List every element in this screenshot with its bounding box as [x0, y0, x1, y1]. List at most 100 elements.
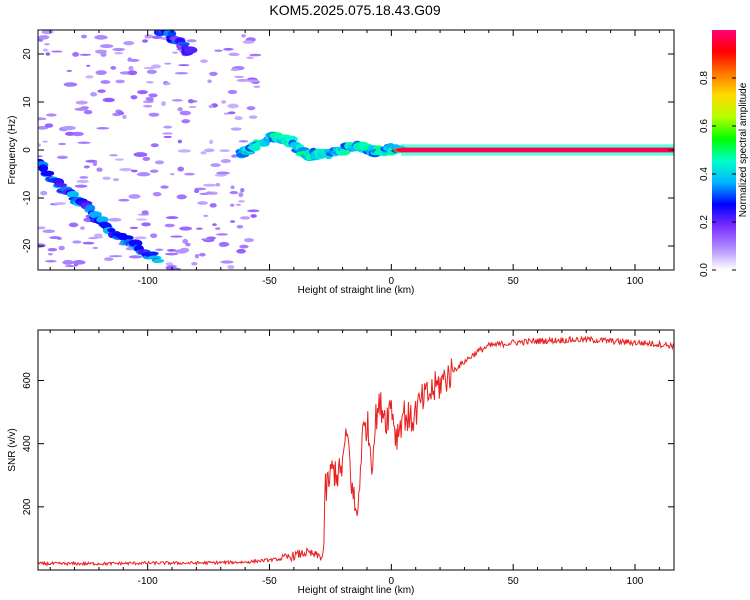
- snr-x-tick-label: -50: [262, 576, 277, 587]
- speckle-mark: [238, 140, 249, 143]
- speckle-mark: [236, 78, 250, 82]
- speckle-mark: [74, 184, 88, 188]
- speckle-mark: [75, 100, 88, 105]
- speckle-mark: [219, 149, 231, 153]
- speckle-mark: [38, 117, 47, 121]
- speckle-mark: [44, 260, 57, 263]
- speckle-mark: [214, 227, 221, 231]
- speckle-mark: [212, 223, 217, 226]
- speckle-mark: [248, 115, 258, 119]
- snr-y-tick-label: 200: [22, 498, 33, 515]
- speckle-mark: [137, 90, 148, 95]
- speckle-mark: [144, 34, 153, 39]
- speckle-mark: [136, 172, 151, 177]
- ridge-mark: [152, 258, 165, 263]
- speckle-mark: [42, 140, 48, 143]
- spectrogram-y-tick-label: -10: [22, 190, 33, 205]
- speckle-mark: [200, 238, 212, 241]
- speckle-mark: [164, 62, 172, 65]
- speckle-mark: [83, 165, 90, 169]
- speckle-mark: [188, 105, 197, 109]
- speckle-mark: [220, 260, 234, 264]
- speckle-mark: [58, 245, 65, 251]
- speckle-mark: [234, 75, 245, 78]
- speckle-mark: [100, 80, 111, 84]
- speckle-mark: [238, 192, 244, 198]
- spectrogram-x-tick-label: -100: [138, 276, 158, 287]
- speckle-mark: [142, 104, 153, 108]
- speckle-mark: [80, 226, 85, 230]
- speckle-mark: [146, 80, 154, 84]
- speckle-mark: [165, 262, 174, 266]
- snr-x-tick-label: 0: [389, 576, 395, 587]
- speckle-mark: [200, 59, 208, 63]
- speckle-mark: [250, 214, 257, 218]
- speckle-mark: [109, 154, 119, 157]
- speckle-mark: [81, 34, 87, 39]
- speckle-mark: [229, 203, 235, 207]
- speckle-mark: [114, 158, 124, 161]
- speckle-mark: [108, 217, 122, 222]
- ridge-mark: [107, 228, 116, 233]
- speckle-mark: [227, 89, 238, 95]
- speckle-mark: [215, 233, 229, 236]
- speckle-mark: [112, 47, 126, 52]
- colorbar-tick-label: 0.4: [699, 167, 710, 181]
- speckle-mark: [236, 203, 241, 206]
- spectrogram-y-axis-label: Frequency (Hz): [7, 116, 18, 185]
- speckle-mark: [42, 229, 55, 234]
- ridge-mark: [96, 216, 109, 224]
- speckle-mark: [96, 127, 110, 130]
- speckle-mark: [247, 79, 260, 83]
- ridge-mark: [340, 149, 351, 155]
- snr-y-axis-label: SNR (v/v): [7, 428, 18, 471]
- ridge-mark: [85, 204, 96, 212]
- speckle-mark: [148, 112, 160, 117]
- speckle-mark: [186, 39, 197, 43]
- speckle-mark: [128, 255, 143, 259]
- speckle-mark: [240, 188, 245, 193]
- speckle-mark: [236, 225, 244, 229]
- speckle-mark: [142, 39, 149, 43]
- speckle-mark: [52, 202, 67, 205]
- speckle-mark: [118, 111, 125, 116]
- speckle-mark: [150, 169, 159, 173]
- speckle-mark: [234, 116, 243, 121]
- speckle-mark: [118, 198, 130, 202]
- speckle-mark: [79, 176, 89, 179]
- speckle-mark: [194, 254, 200, 259]
- speckle-mark: [104, 257, 114, 262]
- ridge-mark: [183, 46, 198, 54]
- ridge-mark: [38, 164, 49, 173]
- speckle-mark: [164, 223, 175, 228]
- speckle-mark: [123, 40, 135, 46]
- spectrogram-x-axis-label: Height of straight line (km): [298, 285, 415, 296]
- speckle-mark: [152, 191, 162, 197]
- speckle-mark: [177, 139, 183, 144]
- speckle-mark: [40, 190, 48, 196]
- speckle-mark: [66, 69, 73, 72]
- colorbar-tick-label: 0.0: [699, 263, 710, 277]
- speckle-mark: [200, 151, 207, 155]
- speckle-mark: [38, 143, 42, 147]
- speckle-mark: [97, 89, 106, 93]
- colorbar: 0.0 0.2 0.4 0.6 0.8 Normalized spectral ampl…: [699, 30, 749, 277]
- spectrogram-y-tick-label: -20: [22, 238, 33, 253]
- ridge-mark: [167, 30, 177, 38]
- speckle-mark: [222, 47, 234, 51]
- snr-x-tick-label: 50: [508, 576, 520, 587]
- speckle-mark: [68, 222, 79, 228]
- speckle-mark: [244, 238, 254, 243]
- speckle-mark: [170, 235, 183, 238]
- speckle-mark: [131, 169, 138, 173]
- speckle-mark: [64, 265, 76, 268]
- speckle-mark: [102, 97, 115, 103]
- speckle-mark: [82, 241, 95, 245]
- speckle-mark: [246, 106, 256, 111]
- speckle-mark: [214, 174, 227, 177]
- speckle-mark: [229, 191, 239, 195]
- speckle-mark: [246, 56, 254, 60]
- speckle-mark: [202, 183, 217, 187]
